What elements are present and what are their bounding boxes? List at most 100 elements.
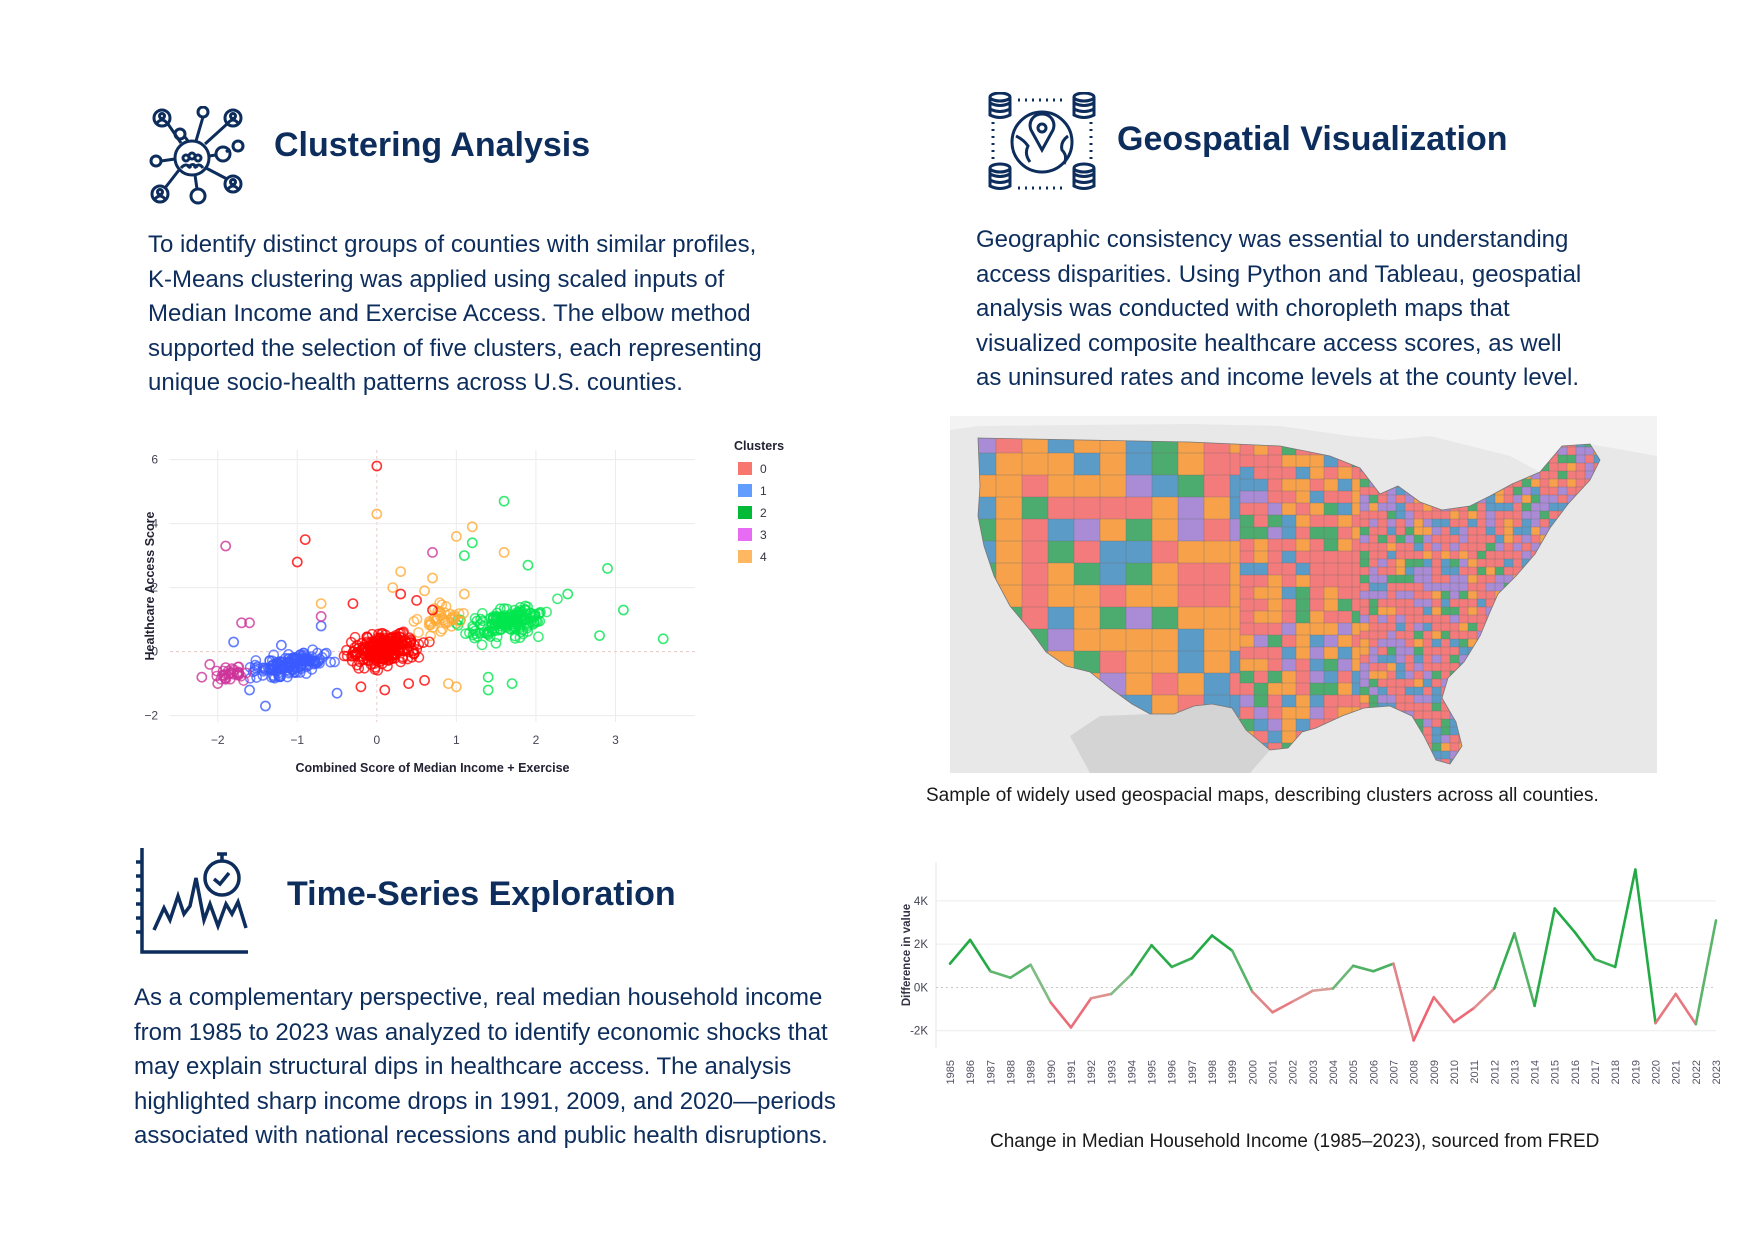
line-segment	[1049, 1001, 1073, 1029]
county-cell	[1377, 678, 1388, 688]
county-cell	[1337, 550, 1353, 564]
county-cell	[1386, 574, 1397, 584]
county-cell	[1359, 630, 1370, 640]
county-cell	[1485, 550, 1496, 560]
county-cell	[1359, 670, 1370, 680]
county-cell	[1295, 562, 1311, 576]
county-cell	[1404, 670, 1415, 680]
county-cell	[1503, 510, 1514, 520]
scatter-point	[313, 655, 325, 667]
county-cell	[1203, 474, 1231, 498]
county-cell	[1203, 672, 1231, 696]
county-cell	[1377, 598, 1388, 608]
county-cell	[1503, 558, 1514, 568]
county-cell	[1449, 742, 1460, 752]
county-cell	[1494, 550, 1505, 560]
county-cell	[1422, 558, 1433, 568]
county-cell	[1404, 606, 1415, 616]
us-outline	[977, 437, 1601, 765]
county-cell	[1413, 646, 1424, 656]
county-cell	[1239, 694, 1255, 708]
county-cell	[1539, 494, 1550, 504]
county-cell	[1395, 670, 1406, 680]
line-segment	[1613, 868, 1637, 969]
county-cell	[1281, 454, 1297, 468]
county-cell	[1309, 490, 1325, 504]
county-cell	[1431, 710, 1442, 720]
county-cell	[1295, 502, 1311, 516]
scatter-point	[618, 604, 629, 616]
county-cell	[1395, 574, 1406, 584]
county-cell	[1422, 518, 1433, 528]
county-cell	[1467, 526, 1478, 536]
county-cell	[1281, 682, 1297, 696]
county-cell	[1467, 630, 1478, 640]
county-cell	[1512, 510, 1523, 520]
county-cell	[1359, 590, 1370, 600]
county-cell	[1368, 510, 1379, 520]
county-cell	[1359, 678, 1370, 688]
county-cell	[1404, 630, 1415, 640]
timeseries-title: Time-Series Exploration	[287, 875, 676, 913]
scatter-point	[442, 616, 454, 628]
county-cell	[1476, 598, 1487, 608]
y-tick-label: 2	[151, 581, 158, 595]
county-cell	[1521, 510, 1532, 520]
county-cell	[1422, 566, 1433, 576]
y-tick-label: −2	[144, 709, 158, 723]
county-cell	[1125, 650, 1153, 674]
county-cell	[1386, 662, 1397, 672]
county-cell	[1386, 686, 1397, 696]
county-cell	[1386, 646, 1397, 656]
county-cell	[1253, 646, 1269, 660]
x-tick-label: 1996	[1167, 1060, 1179, 1084]
scatter-point	[657, 633, 669, 645]
county-cell	[1267, 562, 1283, 576]
county-cell	[1431, 686, 1442, 696]
county-cell	[1413, 510, 1424, 520]
county-cell	[1431, 702, 1442, 712]
x-tick-label: 1992	[1086, 1060, 1098, 1084]
county-cell	[1431, 742, 1442, 752]
county-cell	[1440, 534, 1451, 544]
county-cell	[1575, 454, 1586, 464]
scatter-point	[419, 585, 430, 597]
county-cell	[1512, 550, 1523, 560]
county-cell	[1073, 496, 1101, 520]
county-cell	[1521, 542, 1532, 552]
line-segment	[1412, 995, 1436, 1042]
scatter-point	[364, 649, 376, 661]
county-cell	[1566, 470, 1577, 480]
line-segment	[1654, 992, 1677, 1025]
paragraph-line: unique socio-health patterns across U.S.…	[148, 369, 683, 396]
county-cell	[1309, 622, 1325, 636]
county-cell	[1267, 694, 1283, 708]
county-cell	[1151, 452, 1179, 476]
county-cell	[1494, 502, 1505, 512]
county-cell	[1386, 566, 1397, 576]
county-cell	[1485, 534, 1496, 544]
scatter-point	[431, 613, 443, 625]
county-cell	[1557, 454, 1568, 464]
county-cell	[1368, 518, 1379, 528]
x-tick-label: −2	[211, 733, 225, 747]
scatter-point	[541, 606, 552, 618]
county-cell	[1494, 494, 1505, 504]
county-cell	[1267, 706, 1283, 720]
scatter-point	[562, 588, 574, 600]
county-cell	[1151, 672, 1179, 696]
scatter-point	[387, 652, 398, 664]
county-cell	[1151, 518, 1179, 542]
county-cell	[1377, 590, 1388, 600]
county-cell	[1253, 586, 1269, 600]
y-axis-label: Difference in value	[901, 904, 913, 1006]
scatter-point	[228, 636, 240, 648]
county-cell	[1309, 526, 1325, 540]
county-cell	[1368, 614, 1379, 624]
county-cell	[1413, 558, 1424, 568]
county-cell	[1239, 454, 1255, 468]
county-cell	[1359, 598, 1370, 608]
county-cell	[1073, 518, 1101, 542]
county-cell	[1281, 550, 1297, 564]
county-cell	[1503, 494, 1514, 504]
